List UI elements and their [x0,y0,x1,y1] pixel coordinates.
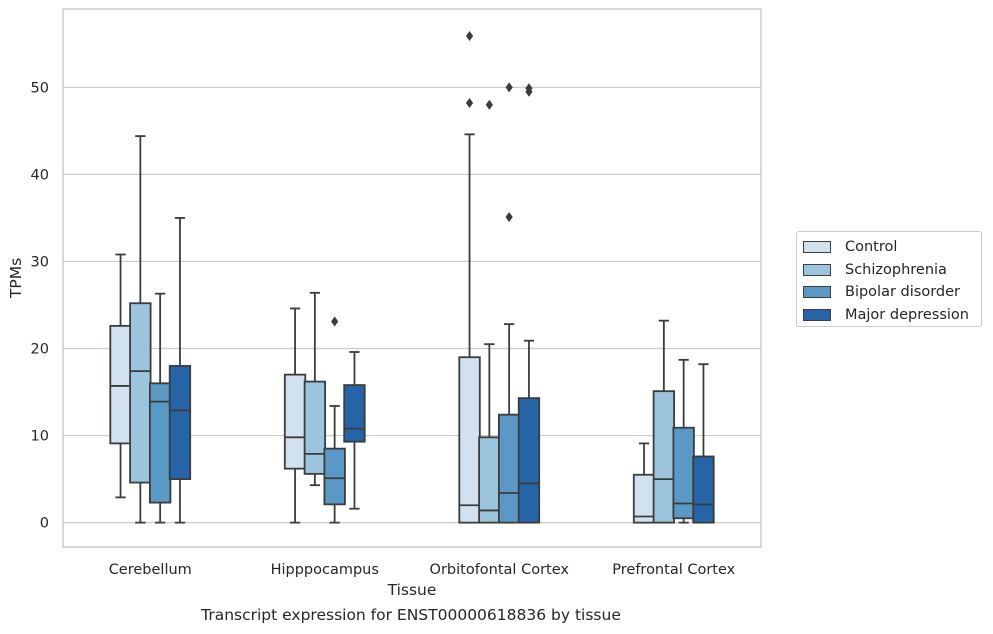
y-tick-label: 50 [31,80,49,96]
y-tick-label: 30 [31,254,49,270]
legend-swatch-major-depression [803,308,831,321]
outlier-marker [465,98,474,109]
box-schizophrenia [303,380,327,475]
y-tick-label: 10 [31,429,49,445]
plot-frame [62,8,762,548]
legend-label: Bipolar disorder [845,284,960,301]
x-tick-label: Orbitofontal Cortex [430,562,570,578]
outlier-marker [505,212,513,223]
legend-item-bipolar-disorder: Bipolar disorder [803,281,981,304]
x-tick-label: Cerebellum [109,562,192,578]
x-tick-label: Hipppocampus [271,562,379,578]
x-axis-label: Tissue [387,581,437,599]
x-tick-label: Prefrontal Cortex [612,562,735,578]
box-control [458,356,481,524]
legend-item-control: Control [803,236,981,259]
box-major-depression [692,455,715,524]
legend-label: Major depression [845,306,969,323]
box-bipolar-disorder [323,447,346,506]
y-tick-label: 40 [31,167,49,183]
outlier-marker [525,86,533,97]
box-schizophrenia [652,390,675,524]
box-schizophrenia [129,302,152,484]
box-control [109,324,132,445]
outlier-marker [505,82,513,93]
box-control [283,373,307,470]
legend-label: Control [845,239,898,256]
box-bipolar-disorder [497,413,521,524]
y-tick-label: 0 [40,516,49,532]
outlier-marker [331,316,339,327]
figure-caption: Transcript expression for ENST0000061883… [201,606,621,624]
legend-item-schizophrenia: Schizophrenia [803,259,981,282]
box-major-depression [343,384,366,443]
y-tick-label: 20 [31,342,49,358]
box-major-depression [517,397,541,524]
legend-item-major-depression: Major depression [803,304,981,327]
legend-swatch-schizophrenia [803,263,831,276]
legend-swatch-control [803,241,831,254]
outlier-marker [465,30,474,41]
outlier-marker [485,99,493,110]
y-axis-label: TPMs [7,258,25,299]
legend: Control Schizophrenia Bipolar disorder M… [796,231,982,327]
legend-swatch-bipolar-disorder [803,286,831,299]
box-bipolar-disorder [672,426,695,520]
legend-label: Schizophrenia [845,261,947,278]
box-control [632,473,656,524]
box-major-depression [168,365,192,480]
